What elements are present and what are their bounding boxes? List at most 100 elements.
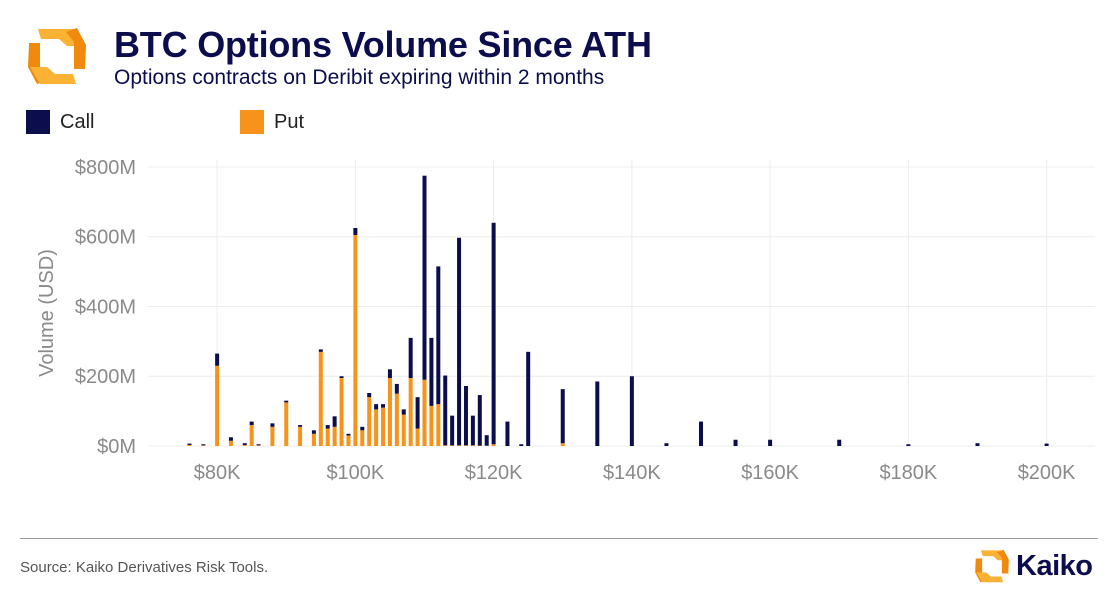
bar-call (975, 443, 980, 446)
bar-call (401, 409, 406, 415)
bar-put (367, 397, 372, 446)
bar-put (325, 428, 330, 446)
axis-labels: $0M $200M $400M $600M $800M $80K $100K $120K $14… (36, 157, 1076, 484)
y-tick-label: $400M (75, 296, 136, 318)
bar-call (215, 353, 220, 366)
bar-call (387, 369, 392, 378)
footer-brand-name: Kaiko (1016, 549, 1093, 582)
bar-call (353, 228, 358, 235)
legend-swatch-put (240, 110, 264, 134)
bar-call (629, 376, 634, 446)
bar-put (463, 445, 468, 446)
bar-call (201, 444, 206, 446)
bar-put (298, 426, 303, 446)
y-axis-title: Volume (USD) (36, 249, 58, 377)
y-tick-label: $0M (97, 436, 136, 458)
bar-call (560, 389, 565, 444)
bar-call (837, 439, 842, 446)
kaiko-logo-icon (28, 28, 86, 84)
bar-call (332, 416, 337, 427)
bar-call (270, 423, 275, 427)
legend-swatch-call (26, 110, 50, 134)
bar-put (429, 405, 434, 446)
bar-put (415, 428, 420, 446)
bar-put (318, 351, 323, 446)
bar-call (339, 376, 344, 378)
bar-put (270, 426, 275, 446)
bar-put (450, 445, 455, 446)
bar-put (401, 414, 406, 446)
bar-call (436, 266, 441, 405)
legend-label-call: Call (60, 110, 95, 133)
bar-put (491, 444, 496, 446)
bar-call (367, 392, 372, 398)
bar-call (346, 433, 351, 436)
bar-put (256, 445, 261, 446)
chart-subtitle: Options contracts on Deribit expiring wi… (114, 66, 605, 89)
bar-call (325, 425, 330, 429)
bar-call (256, 444, 261, 446)
bar-call (491, 222, 496, 445)
x-tick-label: $140K (603, 462, 661, 484)
bar-call (381, 404, 386, 408)
bar-call (526, 351, 531, 446)
bar-put (381, 407, 386, 446)
bar-call (394, 383, 399, 394)
bar-put (408, 377, 413, 446)
y-tick-label: $600M (75, 227, 136, 249)
x-tick-label: $200K (1018, 462, 1076, 484)
bars (187, 175, 1049, 446)
bar-call (242, 443, 247, 445)
bar-put (422, 379, 427, 446)
chart-title: BTC Options Volume Since ATH (114, 24, 652, 65)
bar-put (387, 377, 392, 446)
bar-call (906, 444, 911, 446)
bar-put (201, 445, 206, 446)
bar-call (318, 349, 323, 352)
bar-call (443, 375, 448, 446)
bar-call (360, 426, 365, 431)
footer-divider (20, 538, 1098, 539)
x-tick-label: $80K (194, 462, 241, 484)
bar-put (187, 444, 192, 446)
bar-put (339, 377, 344, 446)
bar-put (311, 433, 316, 446)
bar-put (284, 402, 289, 446)
bar-put (360, 430, 365, 446)
bar-put (228, 440, 233, 446)
bar-call (298, 425, 303, 427)
y-tick-label: $200M (75, 366, 136, 388)
bar-call (484, 435, 489, 446)
bar-call (519, 444, 524, 446)
bar-call (415, 397, 420, 429)
bar-call (463, 386, 468, 446)
bar-put (560, 443, 565, 446)
options-volume-chart: $0M $200M $400M $600M $800M $80K $100K $120K $14… (36, 157, 1095, 484)
x-tick-label: $100K (326, 462, 384, 484)
grid-lines (148, 160, 1095, 447)
bar-put (374, 409, 379, 446)
bar-call (505, 421, 510, 446)
kaiko-logo-icon (975, 549, 1009, 583)
bar-put (215, 365, 220, 446)
bar-call (228, 437, 233, 441)
bar-call (477, 395, 482, 446)
bar-call (187, 443, 192, 445)
bar-put (394, 393, 399, 446)
bar-call (311, 430, 316, 434)
bar-call (374, 404, 379, 410)
bar-put (353, 234, 358, 446)
bar-put (242, 444, 247, 446)
bar-call (664, 443, 669, 446)
footer-brand: Kaiko (974, 546, 1093, 586)
legend-label-put: Put (274, 110, 305, 133)
bar-call (698, 421, 703, 446)
source-note: Source: Kaiko Derivatives Risk Tools. (20, 559, 269, 576)
bar-call (450, 415, 455, 446)
bar-put (436, 404, 441, 446)
x-tick-label: $120K (465, 462, 523, 484)
bar-put (332, 426, 337, 446)
bar-call (422, 175, 427, 380)
legend-item-put: Put (240, 110, 304, 134)
y-tick-label: $800M (75, 157, 136, 179)
